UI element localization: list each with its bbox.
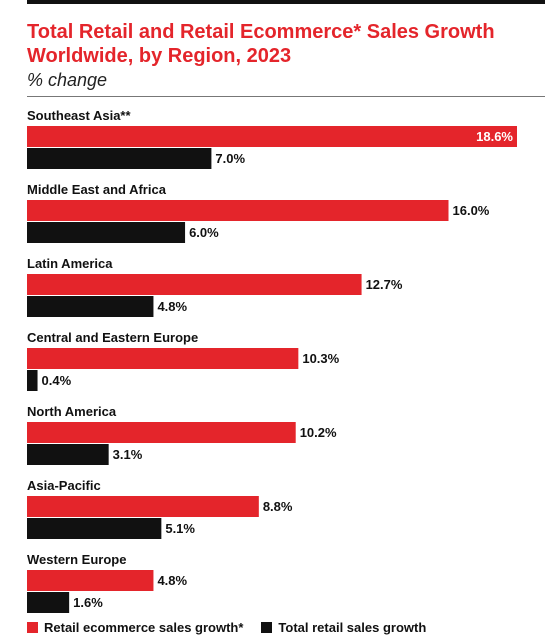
legend-item-total-retail: Total retail sales growth	[261, 620, 426, 635]
bar-total-retail	[27, 296, 154, 317]
value-label-ecommerce: 16.0%	[453, 203, 490, 218]
value-label-total-retail: 0.4%	[42, 373, 72, 388]
bar-ecommerce	[27, 348, 299, 369]
value-label-total-retail: 1.6%	[73, 595, 103, 610]
value-label-total-retail: 5.1%	[165, 521, 195, 536]
legend-swatch-total-retail	[261, 622, 273, 633]
value-label-total-retail: 4.8%	[157, 299, 187, 314]
legend-item-ecommerce: Retail ecommerce sales growth*	[27, 620, 243, 635]
legend-label-total-retail: Total retail sales growth	[278, 620, 427, 635]
value-label-total-retail: 7.0%	[215, 151, 245, 166]
category-label: Middle East and Africa	[27, 182, 167, 197]
bar-ecommerce	[27, 570, 154, 591]
top-rule	[27, 0, 545, 4]
bar-total-retail	[27, 444, 109, 465]
bar-total-retail	[27, 370, 38, 391]
category-label: Western Europe	[27, 552, 126, 567]
value-label-total-retail: 6.0%	[189, 225, 219, 240]
legend-swatch-ecommerce	[27, 622, 38, 633]
legend-label-ecommerce: Retail ecommerce sales growth*	[44, 620, 244, 635]
value-label-total-retail: 3.1%	[113, 447, 143, 462]
bar-ecommerce	[27, 126, 517, 147]
value-label-ecommerce: 4.8%	[157, 573, 187, 588]
bar-ecommerce	[27, 200, 449, 221]
legend: Retail ecommerce sales growth* Total ret…	[27, 620, 426, 635]
category-label: Central and Eastern Europe	[27, 330, 198, 345]
value-label-ecommerce: 12.7%	[366, 277, 403, 292]
subtitle-rule	[27, 96, 545, 97]
bar-ecommerce	[27, 496, 259, 517]
bar-ecommerce	[27, 422, 296, 443]
chart-title: Total Retail and Retail Ecommerce* Sales…	[27, 21, 495, 67]
bar-total-retail	[27, 592, 70, 613]
category-label: North America	[27, 404, 117, 419]
value-label-ecommerce: 18.6%	[476, 129, 513, 144]
category-label: Southeast Asia**	[27, 108, 131, 123]
value-label-ecommerce: 10.2%	[300, 425, 337, 440]
value-label-ecommerce: 8.8%	[263, 499, 293, 514]
bar-total-retail	[27, 148, 212, 169]
bar-chart: Southeast Asia** 18.6% 7.0% Middle East and…	[27, 108, 517, 613]
category-label: Latin America	[27, 256, 113, 271]
bar-total-retail	[27, 222, 186, 243]
bar-ecommerce	[27, 274, 362, 295]
value-label-ecommerce: 10.3%	[302, 351, 339, 366]
chart-subtitle: % change	[27, 70, 108, 90]
bar-total-retail	[27, 518, 162, 539]
category-label: Asia-Pacific	[27, 478, 101, 493]
